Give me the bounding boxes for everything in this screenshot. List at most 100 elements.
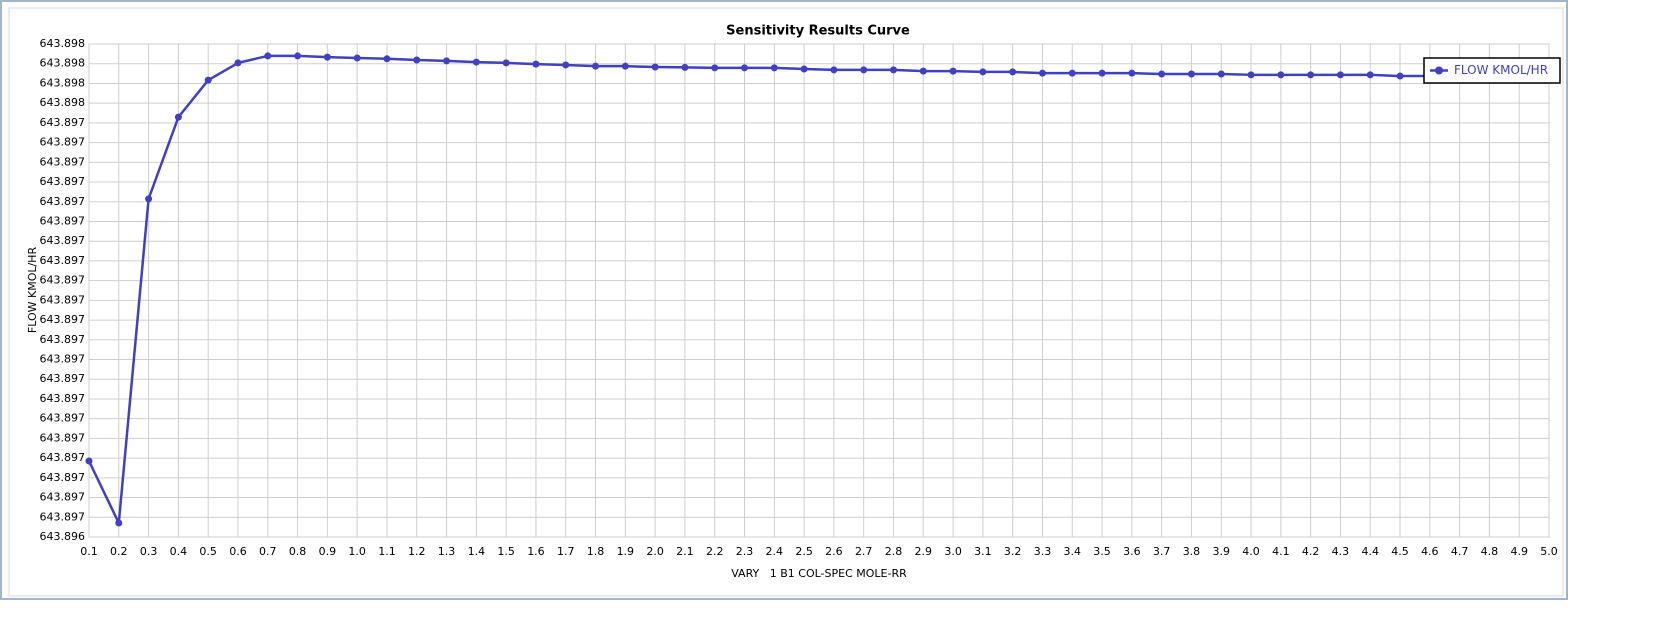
y-tick-label: 643.898	[40, 57, 86, 70]
data-point	[532, 60, 540, 68]
data-point	[502, 59, 510, 67]
x-tick-label: 3.6	[1123, 545, 1141, 558]
data-point	[1187, 70, 1195, 78]
data-point	[1307, 71, 1315, 79]
x-tick-label: 0.8	[289, 545, 307, 558]
y-tick-label: 643.897	[40, 491, 86, 504]
x-axis-label: VARY 1 B1 COL-SPEC MOLE-RR	[731, 567, 907, 580]
data-point	[115, 519, 123, 527]
x-tick-label: 3.9	[1212, 545, 1230, 558]
data-point	[294, 52, 302, 60]
x-tick-label: 1.9	[617, 545, 635, 558]
data-point	[919, 67, 927, 75]
x-tick-label: 4.2	[1302, 545, 1320, 558]
x-tick-label: 2.8	[885, 545, 903, 558]
y-axis-label: FLOW KMOL/HR	[26, 247, 39, 334]
data-point	[1128, 69, 1136, 77]
data-point	[1396, 72, 1404, 80]
x-tick-label: 4.7	[1451, 545, 1469, 558]
y-tick-label: 643.897	[40, 254, 86, 267]
x-tick-label: 3.3	[1034, 545, 1052, 558]
data-point	[830, 66, 838, 74]
y-tick-label: 643.897	[40, 214, 86, 227]
x-tick-label: 1.0	[348, 545, 366, 558]
y-tick-label: 643.897	[40, 412, 86, 425]
data-point	[800, 65, 808, 73]
x-tick-label: 2.9	[915, 545, 933, 558]
x-tick-label: 2.5	[795, 545, 813, 558]
x-tick-label: 0.4	[170, 545, 188, 558]
x-tick-label: 1.2	[408, 545, 426, 558]
x-tick-label: 3.4	[1064, 545, 1082, 558]
x-tick-label: 3.8	[1183, 545, 1201, 558]
x-tick-label: 4.0	[1242, 545, 1260, 558]
plot-area	[88, 43, 1550, 538]
data-point	[711, 64, 719, 72]
x-tick-label: 1.1	[378, 545, 396, 558]
x-tick-label: 0.3	[140, 545, 158, 558]
x-tick-label: 1.4	[468, 545, 486, 558]
data-point	[472, 58, 480, 66]
y-tick-label: 643.896	[40, 530, 86, 543]
y-tick-label: 643.897	[40, 333, 86, 346]
data-point	[979, 68, 987, 76]
data-point	[681, 63, 689, 71]
y-tick-label: 643.897	[40, 471, 86, 484]
x-tick-label: 3.1	[974, 545, 992, 558]
x-tick-label: 1.3	[438, 545, 456, 558]
y-tick-label: 643.897	[40, 136, 86, 149]
data-point	[1277, 71, 1285, 79]
y-tick-label: 643.897	[40, 313, 86, 326]
x-tick-label: 2.4	[766, 545, 784, 558]
legend-label: FLOW KMOL/HR	[1454, 63, 1548, 77]
x-tick-label: 3.5	[1093, 545, 1111, 558]
data-point	[174, 113, 182, 121]
data-point	[1158, 70, 1166, 78]
data-point	[1336, 71, 1344, 79]
y-tick-label: 643.897	[40, 274, 86, 287]
x-tick-label: 4.9	[1510, 545, 1528, 558]
data-point	[1038, 69, 1046, 77]
x-tick-label: 0.1	[80, 545, 98, 558]
x-tick-label: 0.9	[319, 545, 337, 558]
data-point	[949, 67, 957, 75]
y-tick-label: 643.897	[40, 116, 86, 129]
data-point	[85, 457, 93, 465]
data-point	[1217, 70, 1225, 78]
chart-title: Sensitivity Results Curve	[726, 24, 910, 39]
data-point	[323, 53, 331, 61]
x-tick-label: 2.0	[646, 545, 664, 558]
y-tick-label: 643.897	[40, 175, 86, 188]
data-point	[1098, 69, 1106, 77]
data-point	[592, 62, 600, 70]
x-tick-label: 4.6	[1421, 545, 1439, 558]
x-tick-label: 2.3	[736, 545, 754, 558]
data-point	[1009, 68, 1017, 76]
data-point	[562, 61, 570, 69]
data-point	[234, 59, 242, 67]
x-tick-label: 4.8	[1481, 545, 1499, 558]
legend-marker	[1435, 66, 1443, 75]
y-tick-label: 643.898	[40, 76, 86, 89]
x-tick-label: 3.2	[1004, 545, 1022, 558]
y-tick-label: 643.898	[40, 96, 86, 109]
y-tick-label: 643.897	[40, 234, 86, 247]
data-point	[1068, 69, 1076, 77]
data-point	[383, 55, 391, 63]
data-point	[770, 64, 778, 72]
y-tick-label: 643.897	[40, 293, 86, 306]
data-point	[443, 57, 451, 65]
x-tick-label: 3.0	[944, 545, 962, 558]
y-tick-label: 643.897	[40, 510, 86, 523]
x-tick-label: 1.5	[497, 545, 515, 558]
x-tick-label: 1.8	[587, 545, 605, 558]
data-point	[145, 195, 153, 203]
y-tick-label: 643.897	[40, 155, 86, 168]
y-tick-label: 643.897	[40, 431, 86, 444]
y-tick-label: 643.897	[40, 392, 86, 405]
data-line	[87, 54, 1549, 525]
data-point	[621, 62, 629, 70]
y-tick-label: 643.897	[40, 451, 86, 464]
x-tick-label: 2.7	[855, 545, 873, 558]
x-tick-label: 1.7	[557, 545, 575, 558]
